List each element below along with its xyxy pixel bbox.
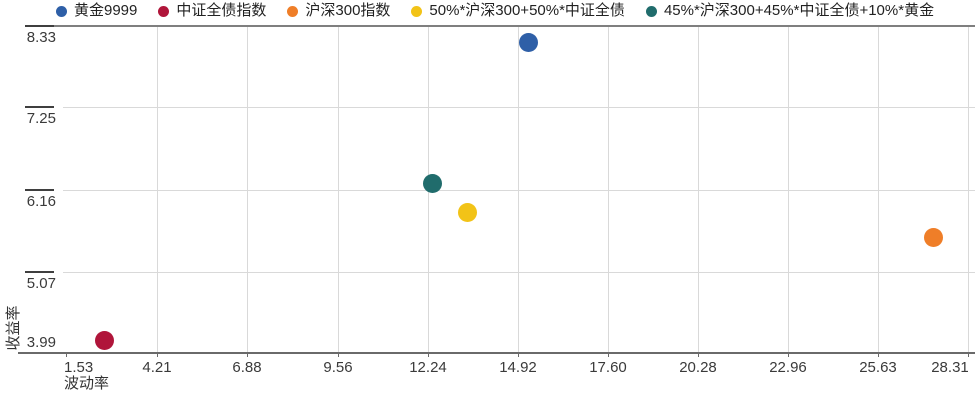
legend-item-1[interactable]: 中证全债指数 [158, 1, 266, 21]
y-axis-title: 收益率 [5, 305, 22, 351]
x-tick-mark [247, 352, 248, 357]
v-gridline [968, 27, 969, 353]
v-gridline [878, 27, 879, 353]
chart-legend: 黄金9999 中证全债指数 沪深300指数 50%*沪深300+50%*中证全债 45%… [56, 1, 934, 21]
x-tick-label: 6.88 [232, 359, 262, 376]
y-tick-mark [25, 271, 54, 273]
x-axis-line [18, 352, 975, 354]
x-tick-label: 14.92 [499, 359, 537, 376]
x-tick-mark [968, 352, 969, 357]
x-tick-mark [698, 352, 699, 357]
v-gridline [518, 27, 519, 353]
legend-item-label: 黄金9999 [74, 2, 138, 19]
x-tick-label: 20.28 [679, 359, 717, 376]
scatter-point-2[interactable] [923, 227, 943, 247]
x-tick-mark [428, 352, 429, 357]
legend-item-label: 45%*沪深300+45%*中证全债+10%*黄金 [663, 2, 935, 19]
x-tick-mark [518, 352, 519, 357]
y-tick-mark [25, 25, 54, 27]
legend-item-4[interactable]: 45%*沪深300+45%*中证全债+10%*黄金 [645, 1, 935, 21]
x-tick-label: 17.60 [589, 359, 627, 376]
scatter-point-4[interactable] [422, 173, 442, 193]
y-tick-label: 7.25 [26, 110, 56, 127]
scatter-point-1[interactable] [94, 330, 114, 350]
x-tick-mark [878, 352, 879, 357]
y-tick-label: 8.33 [26, 29, 56, 46]
legend-item-0[interactable]: 黄金9999 [56, 1, 137, 21]
legend-item-3[interactable]: 50%*沪深300+50%*中证全债 [411, 1, 625, 21]
legend-dot-icon [287, 5, 299, 17]
y-tick-label: 5.07 [26, 275, 56, 292]
legend-dot-icon [158, 5, 170, 17]
v-gridline [338, 27, 339, 353]
x-tick-label: 12.24 [409, 359, 447, 376]
scatter-point-0[interactable] [518, 32, 538, 52]
h-gridline [63, 272, 975, 273]
v-gridline [157, 27, 158, 353]
legend-dot-icon [645, 5, 657, 17]
x-tick-mark [788, 352, 789, 357]
legend-item-label: 沪深300指数 [305, 2, 391, 19]
legend-item-label: 中证全债指数 [176, 2, 267, 19]
v-gridline [698, 27, 699, 353]
plot-top-border [25, 25, 975, 27]
y-tick-label: 6.16 [26, 193, 56, 210]
x-tick-mark [608, 352, 609, 357]
legend-item-label: 50%*沪深300+50%*中证全债 [429, 2, 625, 19]
x-tick-label: 4.21 [142, 359, 172, 376]
x-axis-title: 波动率 [64, 375, 110, 392]
x-tick-label: 22.96 [769, 359, 807, 376]
h-gridline [63, 107, 975, 108]
x-tick-mark [66, 352, 67, 357]
scatter-point-3[interactable] [457, 202, 477, 222]
legend-dot-icon [411, 5, 423, 17]
v-gridline [608, 27, 609, 353]
x-tick-label: 1.53 [64, 359, 94, 376]
y-tick-mark [25, 189, 54, 191]
v-gridline [788, 27, 789, 353]
x-tick-mark [157, 352, 158, 357]
x-tick-label: 9.56 [323, 359, 353, 376]
legend-dot-icon [56, 5, 67, 17]
x-tick-label: 25.63 [859, 359, 897, 376]
y-tick-mark [25, 106, 54, 108]
x-tick-label: 28.31 [931, 359, 969, 376]
y-tick-label: 3.99 [26, 334, 56, 351]
v-gridline [247, 27, 248, 353]
legend-item-2[interactable]: 沪深300指数 [287, 1, 390, 21]
x-tick-mark [338, 352, 339, 357]
h-gridline [63, 190, 975, 191]
